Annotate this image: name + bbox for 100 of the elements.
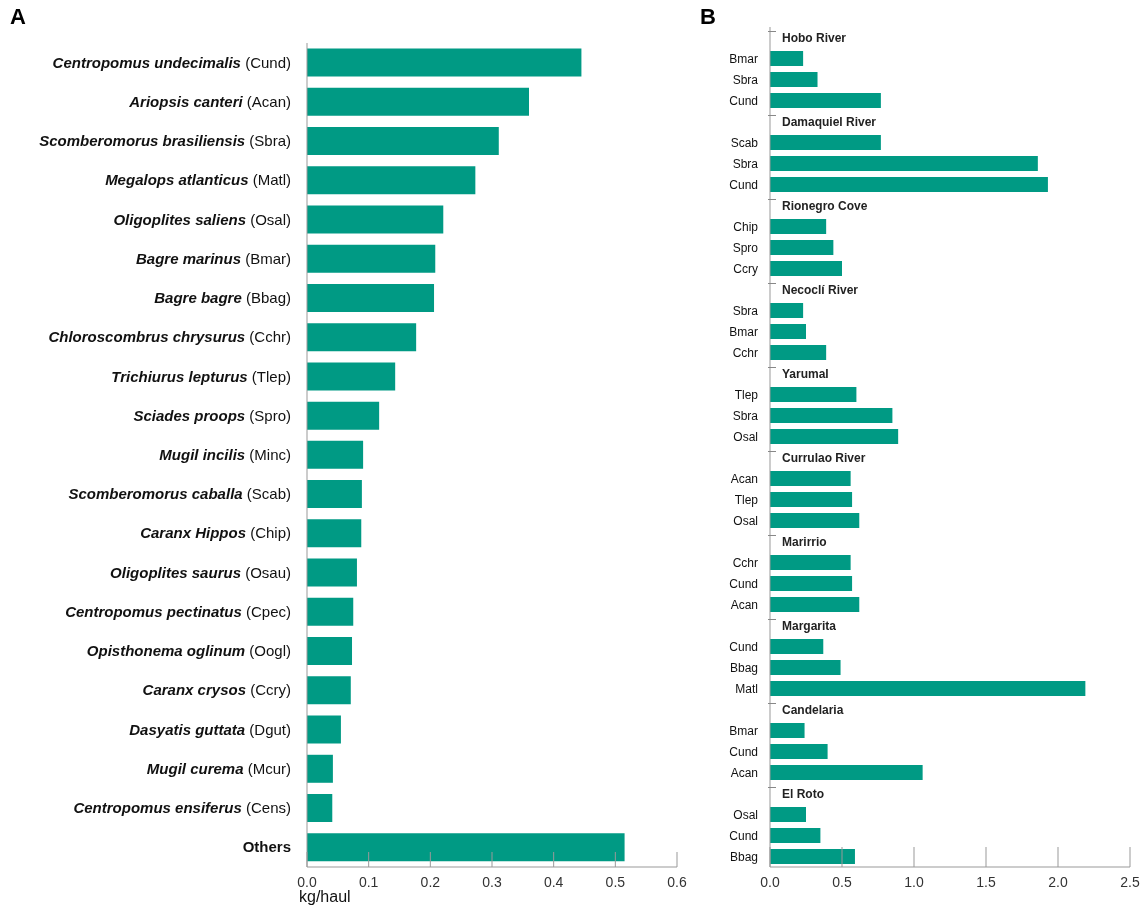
bar (307, 637, 353, 666)
bar (307, 833, 625, 862)
x-tick-label: 1.5 (976, 874, 996, 890)
y-tick-label: Cund (729, 576, 758, 591)
y-tick-label: Scomberomorus brasiliensis (Sbra) (39, 132, 291, 150)
bar (770, 344, 827, 360)
bar (307, 283, 435, 312)
annotation: Hobo River (782, 30, 847, 45)
bar (770, 239, 834, 255)
y-tick-label: Chloroscombrus chrysurus (Cchr) (48, 328, 291, 346)
y-tick-label: Tlep (734, 387, 759, 402)
bar (770, 827, 821, 843)
annotation: El Roto (782, 786, 824, 801)
bar (770, 806, 806, 822)
x-tick-label: 0.4 (543, 874, 564, 890)
bar (770, 575, 853, 591)
bar (307, 323, 417, 352)
bar (770, 680, 1086, 696)
bar (307, 126, 499, 155)
annotation: Marirrio (782, 534, 827, 549)
bar (307, 754, 333, 783)
y-tick-label: Cchr (732, 345, 758, 360)
bar (770, 764, 923, 780)
x-tick-label: 0.3 (482, 874, 502, 890)
bar (770, 512, 860, 528)
y-tick-label: Dasyatis guttata (Dgut) (129, 720, 291, 738)
bar (307, 440, 364, 469)
y-tick-label: Osal (733, 807, 758, 822)
y-tick-label: Sciades proops (Spro) (133, 406, 291, 424)
bar (307, 244, 436, 273)
bar (307, 205, 444, 234)
y-tick-label: Scab (730, 135, 759, 150)
y-tick-label: Cund (729, 744, 758, 759)
x-tick-label: 0.0 (760, 874, 780, 890)
bar (770, 155, 1038, 171)
y-tick-label: Bagre marinus (Bmar) (135, 249, 291, 267)
x-tick-label: 0.6 (667, 874, 687, 890)
y-tick-label: Tlep (734, 492, 759, 507)
bar (770, 176, 1048, 192)
bar (770, 554, 851, 570)
y-tick-label: Ccry (733, 261, 758, 276)
bar (770, 470, 851, 486)
y-tick-label: Megalops atlanticus (Matl) (105, 171, 291, 189)
y-tick-label: Mugil curema (Mcur) (146, 759, 291, 777)
y-tick-label: Acan (730, 471, 758, 486)
bar (770, 50, 804, 66)
y-tick-label: Ariopsis canteri (Acan) (128, 92, 291, 110)
y-tick-label: Osal (733, 429, 758, 444)
y-tick-label: Bmar (729, 723, 758, 738)
y-tick-label: Centropomus undecimalis (Cund) (52, 53, 291, 71)
bar (307, 362, 396, 391)
y-tick-label: Spro (732, 240, 759, 255)
annotation: Margarita (782, 618, 837, 633)
chart-title: B (700, 4, 716, 30)
y-tick-label: Trichiurus lepturus (Tlep) (111, 367, 291, 385)
x-tick-label: 2.5 (1120, 874, 1140, 890)
bar (770, 323, 806, 339)
bar (770, 302, 804, 318)
bar (770, 848, 855, 864)
annotation: Yarumal (782, 366, 829, 381)
y-tick-label: Caranx crysos (Ccry) (142, 681, 291, 699)
y-tick-label: Others (242, 838, 291, 856)
bar (770, 722, 805, 738)
bar (770, 596, 860, 612)
y-tick-label: Cund (729, 639, 758, 654)
x-tick-label: 0.5 (832, 874, 852, 890)
annotation: Currulao River (782, 450, 866, 465)
y-tick-label: Sbra (732, 408, 759, 423)
y-tick-label: Bmar (729, 324, 758, 339)
bar (307, 597, 354, 626)
y-tick-label: Sbra (732, 72, 759, 87)
bar (307, 166, 476, 195)
y-tick-label: Acan (730, 765, 758, 780)
annotation: Candelaria (782, 702, 844, 717)
y-tick-label: Bbag (729, 660, 758, 675)
x-tick-label: 0.0 (297, 874, 317, 890)
bar (770, 218, 827, 234)
x-tick-label: 0.5 (605, 874, 626, 890)
y-tick-label: Oligoplites saurus (Osau) (110, 563, 291, 581)
bar (307, 480, 362, 509)
y-tick-label: Bmar (729, 51, 758, 66)
y-tick-label: Cund (729, 828, 758, 843)
y-tick-label: Matl (735, 681, 758, 696)
bar (307, 87, 529, 116)
bar (770, 491, 853, 507)
y-tick-label: Opisthonema oglinum (Oogl) (86, 642, 291, 660)
x-tick-label: 2.0 (1048, 874, 1068, 890)
bar (770, 638, 824, 654)
y-tick-label: Centropomus pectinatus (Cpec) (65, 602, 291, 620)
annotation: Damaquiel River (782, 114, 877, 129)
y-tick-label: Chip (733, 219, 759, 234)
bar (307, 676, 351, 705)
bar (307, 401, 380, 430)
y-tick-label: Mugil incilis (Minc) (159, 446, 291, 463)
bar (307, 48, 582, 77)
y-tick-label: Bagre bagre (Bbag) (154, 289, 291, 307)
y-tick-label: Cund (729, 93, 758, 108)
x-tick-label: 1.0 (904, 874, 924, 890)
bar (770, 386, 857, 402)
bar (307, 558, 357, 587)
